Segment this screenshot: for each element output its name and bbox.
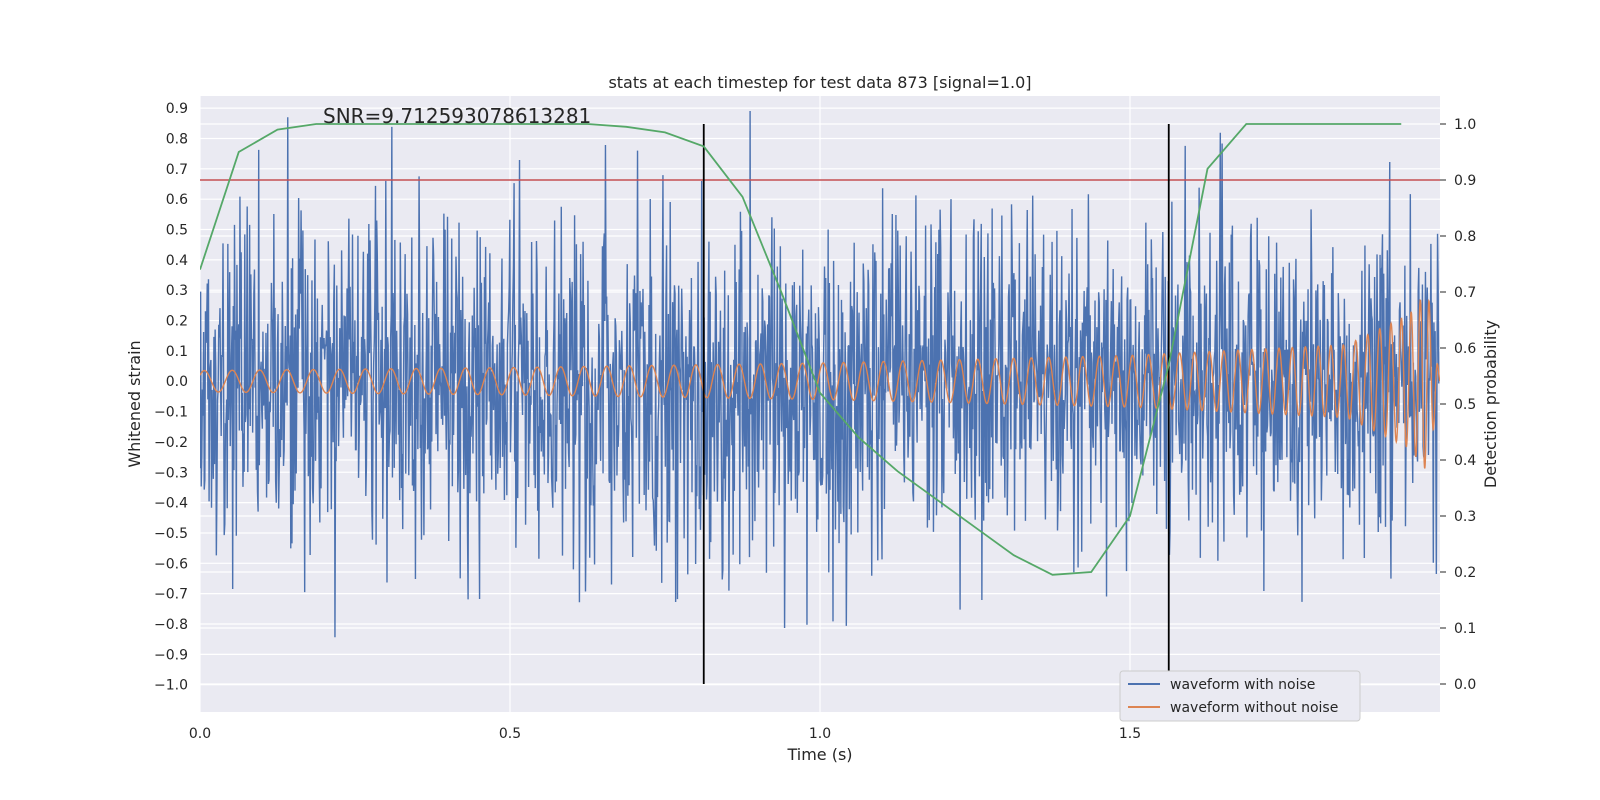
y-tick-label: −0.3 [154, 465, 188, 481]
y-tick-label: 0.4 [166, 253, 188, 269]
y-axis-ticks: 0.9 0.8 0.7 0.6 0.5 0.4 0.3 0.2 0.1 0.0 −0.1 −0.2 −0… [154, 101, 188, 694]
y-tick-label: 0.8 [166, 131, 188, 147]
series-line-waveform-without-noise [200, 298, 1440, 469]
y-axis-right-label: Detection probability [1481, 320, 1500, 488]
y-right-tick-label: 0.9 [1454, 173, 1476, 189]
x-tick-label: 0.0 [189, 726, 211, 742]
series-line-waveform-with-noise [200, 111, 1440, 638]
y-right-tick-label: 0.1 [1454, 621, 1476, 637]
legend: waveform with noise waveform without noi… [1119, 670, 1361, 722]
y-axis-label: Whitened strain [125, 340, 144, 467]
y-tick-label: −0.6 [154, 556, 188, 572]
plot-lines [200, 111, 1440, 684]
y-right-tick-label: 0.6 [1454, 341, 1476, 357]
y-tick-label: 0.5 [166, 223, 188, 239]
y-tick-label: −0.8 [154, 617, 188, 633]
x-tick-label: 0.5 [499, 726, 521, 742]
legend-box [1119, 670, 1361, 722]
y-right-tick-label: 0.0 [1454, 677, 1476, 693]
y-tick-label: 0.3 [166, 283, 188, 299]
y-tick-label: −0.1 [154, 405, 188, 421]
legend-entry-waveform-without-noise: waveform without noise [1170, 700, 1338, 716]
x-tick-label: 1.5 [1119, 726, 1141, 742]
y-right-tick-label: 0.3 [1454, 509, 1476, 525]
y-right-tick-label: 0.8 [1454, 229, 1476, 245]
y-tick-label: −0.9 [154, 647, 188, 663]
legend-entry-waveform-with-noise: waveform with noise [1170, 677, 1315, 693]
y-tick-label: 0.7 [166, 162, 188, 178]
y-tick-label: −0.7 [154, 587, 188, 603]
y-tick-label: 0.1 [166, 344, 188, 360]
series-line-detection-probability [200, 123, 1402, 576]
y-right-tick-label: 0.5 [1454, 397, 1476, 413]
y-tick-label: −0.2 [154, 435, 188, 451]
y-right-tick-label: 0.4 [1454, 453, 1476, 469]
y-tick-label: −0.4 [154, 496, 188, 512]
y-tick-label: −1.0 [154, 678, 188, 694]
x-axis-ticks: 0.0 0.5 1.0 1.5 [189, 726, 1141, 742]
y-right-tick-label: 0.2 [1454, 565, 1476, 581]
snr-annotation: SNR=9.712593078613281 [323, 104, 591, 128]
x-tick-label: 1.0 [809, 726, 831, 742]
x-axis-label: Time (s) [786, 745, 852, 764]
y-tick-label: 0.0 [166, 374, 188, 390]
y-tick-label: 0.2 [166, 314, 188, 330]
y-tick-label: 0.9 [166, 101, 188, 117]
y-tick-label: −0.5 [154, 526, 188, 542]
chart-title: stats at each timestep for test data 873… [608, 73, 1031, 92]
y-right-tick-label: 0.7 [1454, 285, 1476, 301]
y-tick-label: 0.6 [166, 192, 188, 208]
y-right-tick-label: 1.0 [1454, 117, 1476, 133]
y-axis-right-ticks: 1.0 0.9 0.8 0.7 0.6 0.5 0.4 0.3 0.2 0.1 0.0 [1440, 117, 1476, 693]
